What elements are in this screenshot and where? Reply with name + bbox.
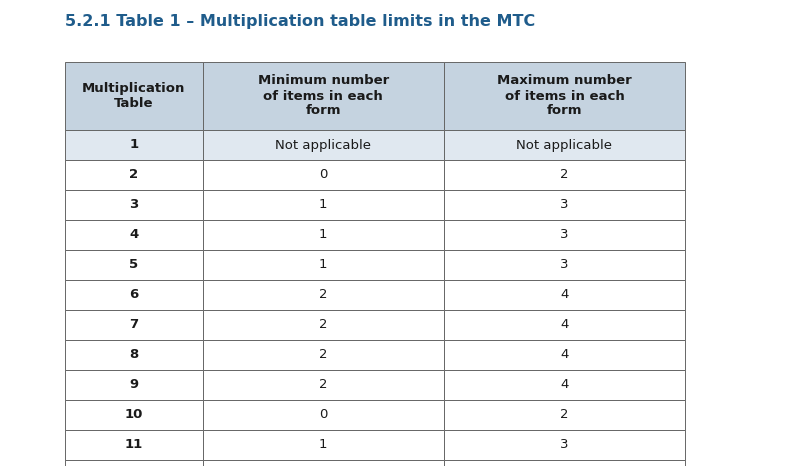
Text: 6: 6 bbox=[130, 288, 138, 302]
Bar bbox=[203, 280, 444, 310]
Text: 3: 3 bbox=[560, 199, 569, 212]
Text: 2: 2 bbox=[319, 378, 328, 391]
Bar bbox=[203, 310, 444, 340]
Text: 7: 7 bbox=[130, 318, 138, 331]
Bar bbox=[203, 190, 444, 220]
Bar bbox=[444, 310, 685, 340]
Text: 8: 8 bbox=[130, 349, 138, 362]
Bar bbox=[444, 340, 685, 370]
Bar bbox=[444, 160, 685, 190]
Text: 5.2.1 Table 1 – Multiplication table limits in the MTC: 5.2.1 Table 1 – Multiplication table lim… bbox=[65, 14, 536, 29]
Text: 0: 0 bbox=[319, 169, 327, 181]
Bar bbox=[203, 400, 444, 430]
Text: 0: 0 bbox=[319, 409, 327, 422]
Text: 1: 1 bbox=[319, 259, 328, 272]
Text: 2: 2 bbox=[319, 349, 328, 362]
Text: 3: 3 bbox=[130, 199, 138, 212]
Bar bbox=[203, 130, 444, 160]
Text: 3: 3 bbox=[560, 228, 569, 241]
Bar bbox=[444, 190, 685, 220]
Text: Multiplication
Table: Multiplication Table bbox=[82, 82, 186, 110]
Bar bbox=[444, 430, 685, 460]
Text: Minimum number
of items in each
form: Minimum number of items in each form bbox=[258, 75, 389, 117]
Bar bbox=[65, 310, 203, 340]
Bar bbox=[65, 340, 203, 370]
Text: Not applicable: Not applicable bbox=[517, 138, 612, 151]
Bar bbox=[203, 62, 444, 130]
Text: 1: 1 bbox=[319, 439, 328, 452]
Bar bbox=[444, 220, 685, 250]
Bar bbox=[65, 220, 203, 250]
Text: 2: 2 bbox=[319, 318, 328, 331]
Text: 1: 1 bbox=[130, 138, 138, 151]
Text: 2: 2 bbox=[319, 288, 328, 302]
Text: 1: 1 bbox=[319, 228, 328, 241]
Text: 3: 3 bbox=[560, 439, 569, 452]
Bar bbox=[203, 250, 444, 280]
Bar bbox=[444, 400, 685, 430]
Bar bbox=[203, 220, 444, 250]
Bar bbox=[65, 130, 203, 160]
Text: 1: 1 bbox=[319, 199, 328, 212]
Text: 10: 10 bbox=[125, 409, 143, 422]
Bar bbox=[65, 400, 203, 430]
Bar bbox=[444, 250, 685, 280]
Bar bbox=[65, 250, 203, 280]
Text: 9: 9 bbox=[130, 378, 138, 391]
Text: 4: 4 bbox=[560, 288, 569, 302]
Text: 2: 2 bbox=[130, 169, 138, 181]
Text: 4: 4 bbox=[560, 318, 569, 331]
Text: 3: 3 bbox=[560, 259, 569, 272]
Bar bbox=[444, 130, 685, 160]
Bar bbox=[444, 280, 685, 310]
Bar bbox=[203, 160, 444, 190]
Text: 2: 2 bbox=[560, 169, 569, 181]
Text: 5: 5 bbox=[130, 259, 138, 272]
Bar bbox=[65, 370, 203, 400]
Bar bbox=[203, 340, 444, 370]
Text: Maximum number
of items in each
form: Maximum number of items in each form bbox=[497, 75, 632, 117]
Text: 4: 4 bbox=[560, 378, 569, 391]
Bar bbox=[65, 160, 203, 190]
Bar bbox=[65, 190, 203, 220]
Bar bbox=[65, 62, 203, 130]
Bar bbox=[203, 370, 444, 400]
Bar bbox=[444, 370, 685, 400]
Bar bbox=[65, 280, 203, 310]
Bar bbox=[65, 460, 203, 466]
Bar bbox=[65, 430, 203, 460]
Text: 11: 11 bbox=[125, 439, 143, 452]
Text: Not applicable: Not applicable bbox=[275, 138, 371, 151]
Bar bbox=[444, 460, 685, 466]
Text: 2: 2 bbox=[560, 409, 569, 422]
Bar bbox=[203, 430, 444, 460]
Text: 4: 4 bbox=[130, 228, 138, 241]
Text: 4: 4 bbox=[560, 349, 569, 362]
Bar bbox=[203, 460, 444, 466]
Bar bbox=[444, 62, 685, 130]
